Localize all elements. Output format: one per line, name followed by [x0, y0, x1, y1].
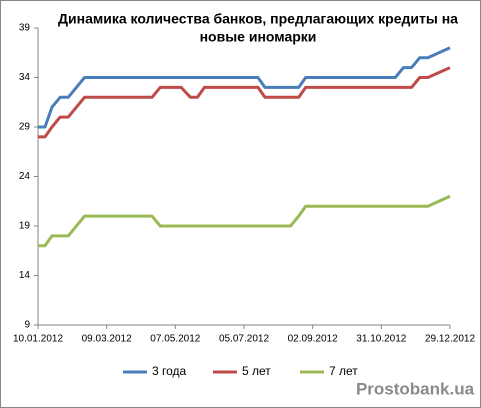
y-tick-label: 39	[19, 23, 31, 34]
y-tick-label: 34	[19, 72, 31, 83]
chart-title: Динамика количества банков, предлагающих…	[58, 11, 458, 27]
y-tick-label: 14	[19, 270, 31, 281]
y-tick-label: 9	[24, 320, 30, 331]
x-tick-label: 07.05.2012	[150, 334, 200, 345]
legend-label: 5 лет	[242, 364, 271, 378]
y-tick-label: 24	[19, 171, 31, 182]
x-tick-label: 02.09.2012	[288, 334, 338, 345]
x-tick-label: 29.12.2012	[425, 334, 475, 345]
x-tick-label: 09.03.2012	[82, 334, 132, 345]
x-tick-label: 05.07.2012	[219, 334, 269, 345]
x-tick-label: 31.10.2012	[356, 334, 406, 345]
x-tick-label: 10.01.2012	[13, 334, 63, 345]
series-line	[38, 194, 451, 248]
y-tick-label: 19	[19, 221, 31, 232]
watermark-shadow: Prostobank.ua	[357, 380, 476, 399]
legend-label: 7 лет	[329, 364, 358, 378]
legend-label: 3 года	[152, 364, 187, 378]
series-line	[38, 66, 451, 139]
watermark: Prostobank.ua	[356, 379, 475, 398]
y-tick-label: 29	[19, 122, 31, 133]
series-line	[38, 46, 451, 129]
chart-title: новые иномарки	[200, 29, 317, 45]
